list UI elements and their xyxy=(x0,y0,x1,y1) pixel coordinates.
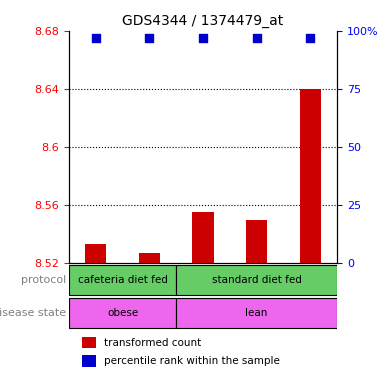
Point xyxy=(200,35,206,41)
Point xyxy=(146,35,152,41)
Bar xyxy=(246,220,267,263)
Point xyxy=(254,35,260,41)
Bar xyxy=(192,212,214,263)
FancyBboxPatch shape xyxy=(69,298,176,328)
Text: disease state: disease state xyxy=(0,308,66,318)
Text: percentile rank within the sample: percentile rank within the sample xyxy=(104,356,280,366)
Text: cafeteria diet fed: cafeteria diet fed xyxy=(78,275,167,285)
Bar xyxy=(139,253,160,263)
Text: transformed count: transformed count xyxy=(104,338,201,348)
Text: protocol: protocol xyxy=(21,275,66,285)
Point xyxy=(307,35,313,41)
Text: lean: lean xyxy=(246,308,268,318)
FancyBboxPatch shape xyxy=(176,298,337,328)
FancyBboxPatch shape xyxy=(176,265,337,295)
Bar xyxy=(82,355,96,367)
Bar xyxy=(85,245,106,263)
FancyBboxPatch shape xyxy=(69,265,176,295)
Bar xyxy=(300,89,321,263)
Bar xyxy=(82,337,96,348)
Text: standard diet fed: standard diet fed xyxy=(212,275,301,285)
Text: obese: obese xyxy=(107,308,138,318)
Title: GDS4344 / 1374479_at: GDS4344 / 1374479_at xyxy=(122,14,284,28)
Point xyxy=(93,35,99,41)
